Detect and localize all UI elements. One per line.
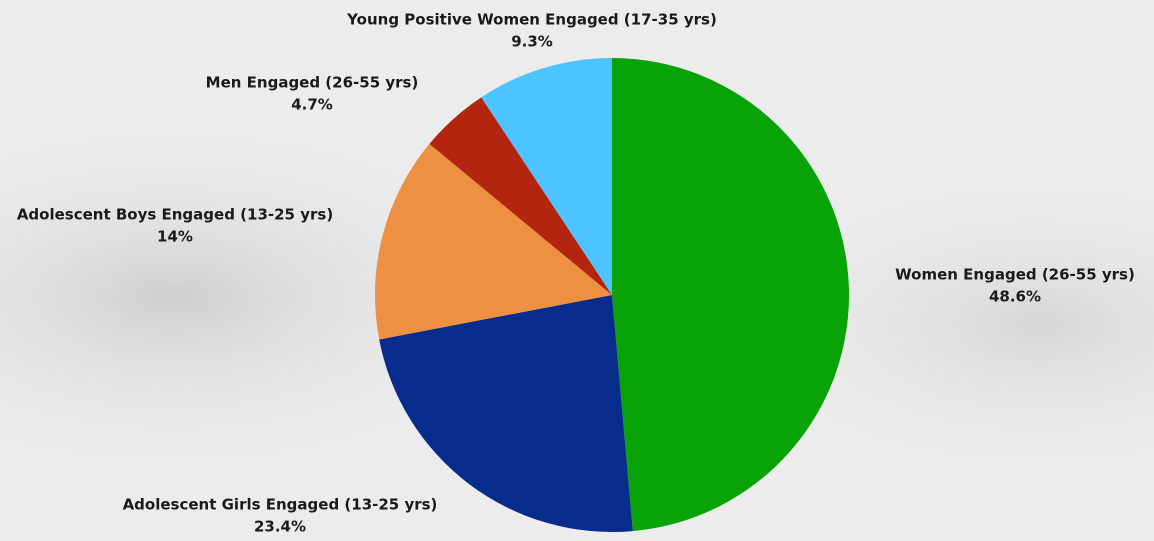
slice-category-label: Adolescent Boys Engaged (13-25 yrs) [17, 206, 333, 224]
pie-slice [481, 58, 612, 295]
slice-category-label: Young Positive Women Engaged (17-35 yrs) [346, 11, 717, 29]
pie-slice [429, 97, 612, 295]
pie-slice [612, 58, 850, 532]
slice-category-label: Women Engaged (26-55 yrs) [895, 266, 1135, 284]
slice-value-label: 9.3% [511, 33, 553, 51]
slice-value-label: 23.4% [254, 518, 306, 536]
slice-category-label: Adolescent Girls Engaged (13-25 yrs) [123, 496, 438, 514]
slice-category-label: Men Engaged (26-55 yrs) [206, 74, 419, 92]
slice-value-label: 4.7% [291, 96, 333, 114]
slice-value-label: 14% [157, 228, 193, 246]
pie-slice [374, 143, 612, 340]
pie-slice [379, 295, 633, 532]
slice-value-label: 48.6% [989, 288, 1041, 306]
